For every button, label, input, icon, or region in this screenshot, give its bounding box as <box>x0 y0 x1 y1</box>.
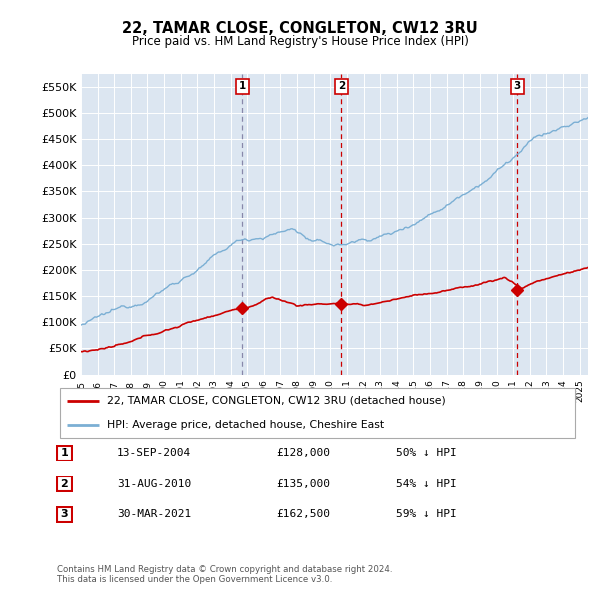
Text: 2: 2 <box>338 81 345 91</box>
Text: 3: 3 <box>514 81 521 91</box>
Text: 59% ↓ HPI: 59% ↓ HPI <box>396 510 457 519</box>
Text: 22, TAMAR CLOSE, CONGLETON, CW12 3RU (detached house): 22, TAMAR CLOSE, CONGLETON, CW12 3RU (de… <box>107 396 445 406</box>
Text: Price paid vs. HM Land Registry's House Price Index (HPI): Price paid vs. HM Land Registry's House … <box>131 35 469 48</box>
Text: 1: 1 <box>61 448 68 458</box>
Text: £135,000: £135,000 <box>276 479 330 489</box>
Text: £128,000: £128,000 <box>276 448 330 458</box>
Text: 31-AUG-2010: 31-AUG-2010 <box>117 479 191 489</box>
Text: £162,500: £162,500 <box>276 510 330 519</box>
Text: 54% ↓ HPI: 54% ↓ HPI <box>396 479 457 489</box>
Text: HPI: Average price, detached house, Cheshire East: HPI: Average price, detached house, Ches… <box>107 420 384 430</box>
Text: 13-SEP-2004: 13-SEP-2004 <box>117 448 191 458</box>
Text: 30-MAR-2021: 30-MAR-2021 <box>117 510 191 519</box>
Text: 50% ↓ HPI: 50% ↓ HPI <box>396 448 457 458</box>
Text: 2: 2 <box>61 479 68 489</box>
FancyBboxPatch shape <box>56 476 72 491</box>
FancyBboxPatch shape <box>56 507 72 522</box>
Text: 3: 3 <box>61 510 68 519</box>
FancyBboxPatch shape <box>56 445 72 461</box>
FancyBboxPatch shape <box>59 388 575 438</box>
Text: 22, TAMAR CLOSE, CONGLETON, CW12 3RU: 22, TAMAR CLOSE, CONGLETON, CW12 3RU <box>122 21 478 35</box>
Text: 1: 1 <box>239 81 246 91</box>
Text: Contains HM Land Registry data © Crown copyright and database right 2024.
This d: Contains HM Land Registry data © Crown c… <box>57 565 392 584</box>
